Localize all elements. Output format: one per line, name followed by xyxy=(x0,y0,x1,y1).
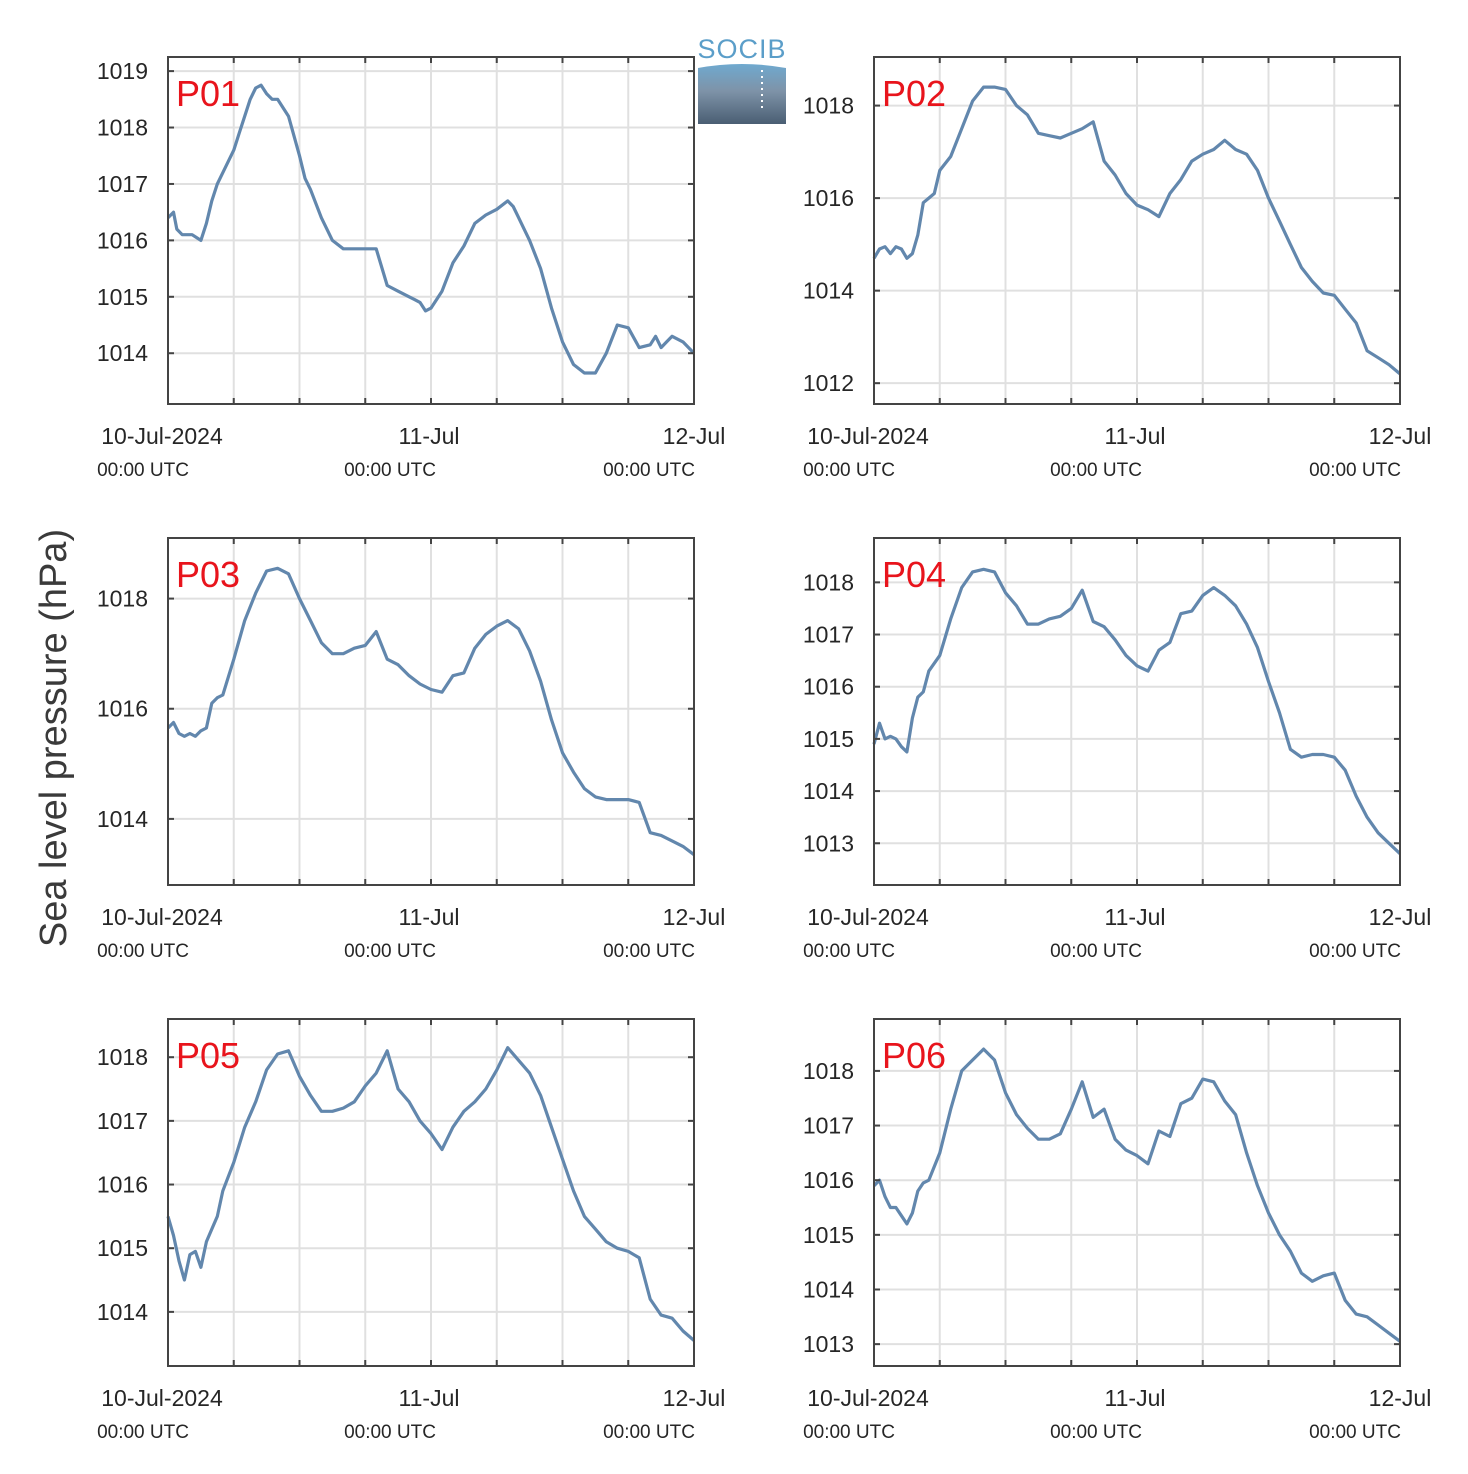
x-tick-sublabel: 00:00 UTC xyxy=(97,1422,189,1443)
x-tick-label: 11-Jul xyxy=(399,904,460,930)
grid xyxy=(168,538,694,885)
x-tick-sublabel: 00:00 UTC xyxy=(603,1422,695,1443)
y-tick-label: 1019 xyxy=(97,58,148,84)
x-tick-label: 11-Jul xyxy=(399,1385,460,1411)
panel-p05: 1014 1015 1016 1017 1018 10-Jul-2024 00:00 UTC… xyxy=(97,1018,726,1443)
logo-text: SOCIB xyxy=(697,34,786,64)
x-tick-sublabel: 00:00 UTC xyxy=(1309,1422,1401,1443)
y-tick-label: 1017 xyxy=(97,171,148,197)
y-tick-label: 1014 xyxy=(803,778,854,804)
x-tick-label: 10-Jul-2024 xyxy=(807,1385,929,1411)
y-tick-label: 1016 xyxy=(97,1172,148,1198)
series-line xyxy=(166,83,696,375)
series-line xyxy=(872,567,1402,855)
x-tick-label: 11-Jul xyxy=(1105,904,1166,930)
y-tick-label: 1015 xyxy=(803,726,854,752)
y-tick-label: 1014 xyxy=(97,806,148,832)
x-tick-sublabel: 00:00 UTC xyxy=(1050,1422,1142,1443)
x-tick-label: 12-Jul xyxy=(1369,904,1432,930)
x-tick-label: 12-Jul xyxy=(663,904,726,930)
panel-p04: 1013 1014 1015 1016 1017 1018 10-Jul-2024 00:00… xyxy=(803,537,1432,962)
y-tick-label: 1018 xyxy=(803,569,854,595)
x-tick-label: 11-Jul xyxy=(399,423,460,449)
panel-p03: 1014 1016 1018 10-Jul-2024 00:00 UTC 11-Jul 00… xyxy=(97,537,726,962)
x-tick-sublabel: 00:00 UTC xyxy=(344,941,436,962)
panel-label: P02 xyxy=(882,73,946,114)
series-line xyxy=(166,1046,696,1342)
y-tick-label: 1014 xyxy=(803,1276,854,1302)
y-tick-label: 1018 xyxy=(803,1058,854,1084)
y-tick-label: 1018 xyxy=(97,1044,148,1070)
x-tick-label: 12-Jul xyxy=(1369,423,1432,449)
y-tick-label: 1016 xyxy=(803,1167,854,1193)
y-tick-label: 1016 xyxy=(97,696,148,722)
panel-label: P01 xyxy=(176,73,240,114)
grid xyxy=(168,1019,694,1366)
grid xyxy=(874,538,1400,885)
y-tick-label: 1013 xyxy=(803,1331,854,1357)
y-tick-label: 1018 xyxy=(803,93,854,119)
x-tick-sublabel: 00:00 UTC xyxy=(97,941,189,962)
y-tick-label: 1014 xyxy=(97,1299,148,1325)
series-line xyxy=(872,1047,1401,1343)
panel-label: P03 xyxy=(176,554,240,595)
x-tick-label: 12-Jul xyxy=(1369,1385,1432,1411)
x-tick-label: 10-Jul-2024 xyxy=(101,1385,223,1411)
socib-logo: SOCIB xyxy=(697,34,786,124)
y-tick-label: 1015 xyxy=(803,1222,854,1248)
panel-p01: 1014 1015 1016 1017 1018 1019 10-Jul-2024 00:00… xyxy=(97,56,726,481)
y-tick-label: 1017 xyxy=(803,1113,854,1139)
x-tick-sublabel: 00:00 UTC xyxy=(97,460,189,481)
y-tick-label: 1018 xyxy=(97,115,148,141)
panel-label: P06 xyxy=(882,1035,946,1076)
x-tick-label: 10-Jul-2024 xyxy=(101,904,223,930)
x-tick-label: 10-Jul-2024 xyxy=(807,423,929,449)
grid xyxy=(168,57,694,404)
x-tick-sublabel: 00:00 UTC xyxy=(803,460,895,481)
y-axis-label: Sea level pressure (hPa) xyxy=(33,529,75,947)
x-tick-label: 10-Jul-2024 xyxy=(807,904,929,930)
x-tick-sublabel: 00:00 UTC xyxy=(1309,460,1401,481)
y-tick-label: 1015 xyxy=(97,284,148,310)
logo-graphic xyxy=(698,64,786,124)
x-tick-sublabel: 00:00 UTC xyxy=(344,460,436,481)
x-tick-label: 11-Jul xyxy=(1105,1385,1166,1411)
y-tick-label: 1017 xyxy=(803,622,854,648)
x-tick-label: 12-Jul xyxy=(663,1385,726,1411)
panel-label: P04 xyxy=(882,554,946,595)
x-tick-sublabel: 00:00 UTC xyxy=(603,460,695,481)
series-line xyxy=(872,85,1402,376)
y-tick-label: 1018 xyxy=(97,586,148,612)
y-tick-label: 1016 xyxy=(97,227,148,253)
x-tick-label: 10-Jul-2024 xyxy=(101,423,223,449)
y-tick-label: 1014 xyxy=(803,278,854,304)
y-tick-label: 1013 xyxy=(803,830,854,856)
y-tick-label: 1016 xyxy=(803,185,854,211)
panel-label: P05 xyxy=(176,1035,240,1076)
x-tick-sublabel: 00:00 UTC xyxy=(803,941,895,962)
x-tick-sublabel: 00:00 UTC xyxy=(803,1422,895,1443)
x-tick-sublabel: 00:00 UTC xyxy=(344,1422,436,1443)
x-tick-sublabel: 00:00 UTC xyxy=(603,941,695,962)
x-tick-label: 12-Jul xyxy=(663,423,726,449)
y-tick-label: 1014 xyxy=(97,340,148,366)
y-tick-label: 1017 xyxy=(97,1108,148,1134)
y-tick-label: 1012 xyxy=(803,370,854,396)
panel-p06: 1013 1014 1015 1016 1017 1018 10-Jul-2024 00:00… xyxy=(803,1018,1432,1443)
x-tick-sublabel: 00:00 UTC xyxy=(1050,460,1142,481)
x-tick-label: 11-Jul xyxy=(1105,423,1166,449)
series-line xyxy=(166,566,695,856)
panel-p02: 1012 1014 1016 1018 10-Jul-2024 00:00 UTC 11-J… xyxy=(803,56,1432,481)
grid xyxy=(874,1019,1400,1366)
x-tick-sublabel: 00:00 UTC xyxy=(1309,941,1401,962)
y-tick-label: 1016 xyxy=(803,674,854,700)
grid xyxy=(874,57,1400,404)
x-tick-sublabel: 00:00 UTC xyxy=(1050,941,1142,962)
y-tick-label: 1015 xyxy=(97,1235,148,1261)
